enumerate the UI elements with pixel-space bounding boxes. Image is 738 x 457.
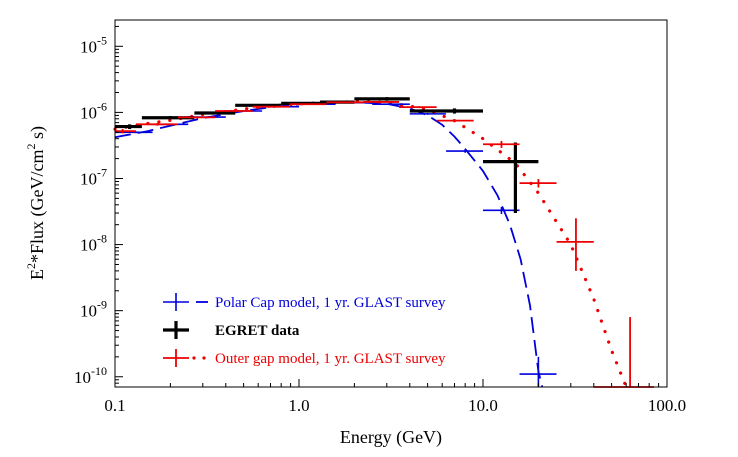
legend-label: EGRET data	[215, 323, 300, 339]
y-tick-label: 10-9	[80, 298, 107, 321]
outer-gap-point	[399, 106, 437, 109]
polar-cap-point	[409, 112, 447, 115]
outer-gap-point	[363, 101, 400, 103]
egret-data-point	[115, 124, 142, 130]
outer-gap-point	[289, 103, 327, 106]
outer-gap-point	[436, 119, 474, 123]
legend-entry-0: Polar Cap model, 1 yr. GLAST survey	[163, 293, 446, 311]
y-tick-label: 10-8	[80, 232, 107, 255]
y-axis-title: E2*Flux (GeV/cm2 s)	[24, 126, 48, 280]
x-tick-label: 0.1	[104, 396, 125, 415]
legend-label: Polar Cap model, 1 yr. GLAST survey	[215, 295, 446, 311]
y-tick-label: 10-7	[80, 165, 107, 188]
outer-gap-point	[252, 105, 290, 108]
legend-line	[192, 356, 196, 360]
outer-gap-point	[519, 179, 557, 188]
x-tick-label: 10.0	[468, 396, 498, 415]
legend: Polar Cap model, 1 yr. GLAST survey EGRET…	[163, 293, 446, 367]
outer-gap-point	[178, 116, 216, 119]
egret-data-point	[354, 97, 410, 101]
y-tick-label: 10-6	[80, 99, 107, 122]
x-tick-label: 1.0	[288, 396, 309, 415]
egret-data-point	[409, 108, 483, 114]
legend-entry-1: EGRET data	[163, 321, 300, 339]
outer-gap-point	[115, 129, 136, 134]
polar-cap-point	[372, 103, 410, 106]
outer-gap-point	[215, 110, 253, 112]
polar-cap-point	[483, 207, 520, 215]
outer-gap-point	[483, 140, 520, 148]
outer-gap-point	[326, 101, 364, 104]
outer-gap-point	[556, 218, 594, 271]
legend-entry-2: Outer gap model, 1 yr. GLAST survey	[163, 349, 446, 367]
outer-gap-point	[135, 123, 179, 126]
y-tick-label: 10-10	[74, 364, 107, 387]
plot-frame	[114, 19, 668, 388]
polar-cap-point	[446, 149, 483, 153]
y-tick-label: 10-5	[80, 33, 107, 56]
egret-data-point	[194, 111, 236, 115]
legend-label: Outer gap model, 1 yr. GLAST survey	[215, 351, 446, 367]
polar-cap-point	[519, 356, 557, 387]
x-axis-title: Energy (GeV)	[340, 427, 442, 448]
legend-line	[202, 356, 206, 360]
egret-data-point	[483, 142, 539, 214]
x-tick-label: 100.0	[648, 396, 686, 415]
